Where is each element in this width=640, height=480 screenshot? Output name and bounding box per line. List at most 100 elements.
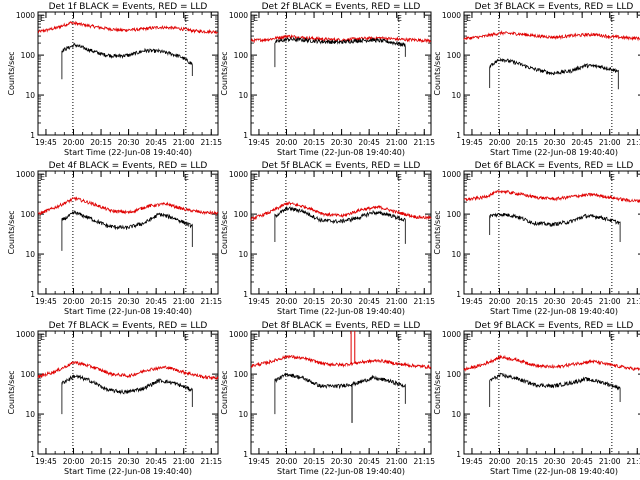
y-tick-label: 100 xyxy=(21,51,36,60)
x-tick-label: 21:15 xyxy=(413,138,435,147)
x-tick-label: 20:00 xyxy=(489,297,511,306)
x-tick-label: 20:45 xyxy=(571,138,593,147)
y-axis-label: Counts/sec xyxy=(7,51,16,95)
x-tick-label: 21:15 xyxy=(200,138,222,147)
x-tick-label: 20:30 xyxy=(331,138,353,147)
x-tick-label: 20:45 xyxy=(571,457,593,466)
y-tick-label: 1 xyxy=(243,290,248,299)
lld-series-line xyxy=(250,354,431,370)
x-tick-label: 20:15 xyxy=(303,138,325,147)
plot-frame xyxy=(463,170,640,295)
x-tick-label: 20:45 xyxy=(358,297,380,306)
x-tick-label: 20:30 xyxy=(118,457,140,466)
x-axis-label: Start Time (22-Jun-08 19:40:40) xyxy=(277,148,405,157)
y-tick-label: 10 xyxy=(238,410,248,419)
y-axis-label: Counts/sec xyxy=(433,210,442,254)
x-tick-label: 20:30 xyxy=(118,138,140,147)
x-tick-label: 19:45 xyxy=(248,138,270,147)
interval-end-label: E xyxy=(610,173,615,182)
detector-panel-8: Det 8f BLACK = Events, RED = LLD 1 10 100 10… xyxy=(220,321,435,476)
x-tick-label: 21:15 xyxy=(413,297,435,306)
y-tick-label: 100 xyxy=(447,210,462,219)
x-tick-label: 21:15 xyxy=(413,457,435,466)
x-tick-label: 19:45 xyxy=(461,297,483,306)
interval-end-label: E xyxy=(610,14,615,23)
y-tick-label: 1 xyxy=(243,131,248,140)
detector-panel-9: Det 9f BLACK = Events, RED = LLD 1 10 100 10… xyxy=(433,321,640,476)
x-tick-label: 20:30 xyxy=(331,457,353,466)
events-series-line xyxy=(489,212,621,242)
y-tick-label: 1 xyxy=(456,131,461,140)
y-axis-label: Counts/sec xyxy=(220,51,229,95)
y-tick-label: 1 xyxy=(456,450,461,459)
y-tick-label: 1000 xyxy=(16,170,35,179)
x-tick-label: 20:15 xyxy=(516,138,538,147)
panel-title: Det 1f BLACK = Events, RED = LLD xyxy=(49,2,208,12)
y-tick-label: 10 xyxy=(25,250,35,259)
x-tick-label: 21:00 xyxy=(599,457,621,466)
interval-end-label: E xyxy=(184,333,189,342)
y-axis-label: Counts/sec xyxy=(433,51,442,95)
x-axis-label: Start Time (22-Jun-08 19:40:40) xyxy=(64,467,192,476)
interval-start-label: E xyxy=(466,173,471,182)
detector-panel-2: Det 2f BLACK = Events, RED = LLD 1 10 100 10… xyxy=(220,2,435,157)
detector-panel-7: Det 7f BLACK = Events, RED = LLD 1 10 100 10… xyxy=(7,321,222,476)
x-tick-label: 19:45 xyxy=(35,138,57,147)
x-tick-label: 21:00 xyxy=(173,297,195,306)
x-tick-label: 20:15 xyxy=(303,297,325,306)
x-tick-label: 20:00 xyxy=(489,457,511,466)
y-tick-label: 1000 xyxy=(442,170,461,179)
x-tick-label: 20:15 xyxy=(90,457,112,466)
interval-end-label: E xyxy=(184,14,189,23)
interval-start-label: E xyxy=(253,173,258,182)
x-tick-label: 20:00 xyxy=(276,297,298,306)
y-tick-label: 10 xyxy=(238,250,248,259)
y-tick-label: 100 xyxy=(447,51,462,60)
events-series-line xyxy=(274,205,406,244)
detector-panel-3: Det 3f BLACK = Events, RED = LLD 1 10 100 10… xyxy=(433,2,640,157)
plot-frame xyxy=(463,330,640,455)
y-tick-label: 10 xyxy=(451,410,461,419)
x-tick-label: 19:45 xyxy=(461,138,483,147)
y-tick-label: 10 xyxy=(238,91,248,100)
x-tick-label: 20:30 xyxy=(118,297,140,306)
interval-end-label: E xyxy=(397,14,402,23)
plot-frame xyxy=(37,330,219,455)
interval-start-label: E xyxy=(40,173,45,182)
y-axis-label: Counts/sec xyxy=(220,210,229,254)
lld-series-line xyxy=(463,30,640,42)
interval-end-label: E xyxy=(397,173,402,182)
x-tick-label: 20:45 xyxy=(145,138,167,147)
x-tick-label: 21:15 xyxy=(626,138,640,147)
y-tick-label: 10 xyxy=(25,91,35,100)
plot-frame xyxy=(37,11,219,136)
x-tick-label: 21:15 xyxy=(626,297,640,306)
y-tick-label: 100 xyxy=(234,370,249,379)
x-tick-label: 19:45 xyxy=(248,457,270,466)
y-tick-label: 1000 xyxy=(442,330,461,339)
x-tick-label: 20:00 xyxy=(276,138,298,147)
x-tick-label: 21:00 xyxy=(386,297,408,306)
y-tick-label: 10 xyxy=(451,250,461,259)
panels-layer: Det 1f BLACK = Events, RED = LLD 1 10 100 10… xyxy=(7,2,640,476)
events-series-line xyxy=(61,210,193,251)
y-tick-label: 1 xyxy=(30,290,35,299)
x-tick-label: 21:00 xyxy=(173,457,195,466)
x-tick-label: 19:45 xyxy=(35,457,57,466)
x-tick-label: 20:45 xyxy=(145,297,167,306)
x-tick-label: 20:30 xyxy=(544,297,566,306)
y-axis-label: Counts/sec xyxy=(220,370,229,414)
x-tick-label: 21:00 xyxy=(599,297,621,306)
x-tick-label: 20:45 xyxy=(571,297,593,306)
y-tick-label: 1 xyxy=(243,450,248,459)
interval-end-label: E xyxy=(610,333,615,342)
y-tick-label: 1 xyxy=(30,131,35,140)
x-tick-label: 20:15 xyxy=(303,457,325,466)
interval-start-label: E xyxy=(466,333,471,342)
x-tick-label: 20:15 xyxy=(90,297,112,306)
x-tick-label: 20:00 xyxy=(276,457,298,466)
y-tick-label: 1000 xyxy=(16,330,35,339)
y-tick-label: 10 xyxy=(25,410,35,419)
x-tick-label: 20:00 xyxy=(63,138,85,147)
x-axis-label: Start Time (22-Jun-08 19:40:40) xyxy=(490,467,618,476)
